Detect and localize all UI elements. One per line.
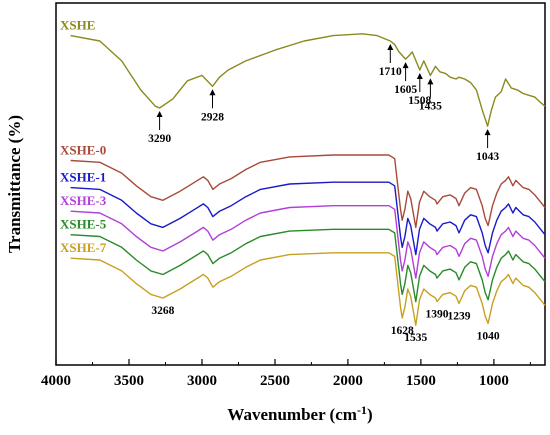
annotation-label-1710: 1710: [379, 66, 402, 78]
annotation-arrowhead-1710: [387, 44, 394, 50]
series-layer: [70, 33, 546, 326]
x-axis-label: Wavenumber (cm-1): [227, 403, 372, 424]
series-label-xshe-1: XSHE-1: [60, 170, 106, 185]
annotation-label-1628: 1628: [391, 325, 414, 337]
series-line-xshe-5: [70, 228, 546, 303]
x-tick-label-3000: 3000: [187, 373, 217, 389]
plot-frame: [55, 2, 546, 366]
x-tick-label-2500: 2500: [260, 373, 290, 389]
x-tick-label-4000: 4000: [41, 373, 71, 389]
annotation-label-3268: 3268: [151, 305, 174, 317]
x-tick-label-1000: 1000: [479, 373, 509, 389]
x-tick-label-3500: 3500: [114, 373, 144, 389]
series-label-xshe-7: XSHE-7: [60, 240, 107, 255]
series-line-xshe-0: [70, 154, 546, 229]
series-label-xshe: XSHE: [60, 18, 95, 33]
series-label-xshe-0: XSHE-0: [60, 143, 106, 158]
annotation-label-1435: 1435: [419, 100, 442, 112]
series-label-xshe-5: XSHE-5: [60, 217, 107, 232]
annotation-label-3290: 3290: [148, 133, 171, 145]
annotation-arrowhead-1508: [416, 73, 423, 79]
annotation-label-1508: 1508: [408, 95, 431, 107]
plot-border: [55, 2, 546, 366]
x-axis-label-main: Wavenumber (cm: [227, 405, 357, 424]
x-axis-label-tail: ): [367, 405, 373, 424]
annotation-label-1390: 1390: [426, 309, 449, 321]
annotation-arrowhead-1605: [402, 62, 409, 69]
y-axis-label: Transmittance (%): [5, 115, 24, 253]
x-tick-label-2000: 2000: [333, 373, 363, 389]
series-label-layer: XSHE XSHE-0 XSHE-1 XSHE-3 XSHE-5 XSHE-7: [60, 18, 107, 256]
series-line-xshe-3: [70, 205, 546, 279]
series-line-xshe: [70, 33, 546, 127]
annotation-arrowhead-2928: [209, 89, 216, 96]
annotation-label-1239: 1239: [448, 311, 471, 323]
annotation-arrowhead-1435: [427, 78, 434, 85]
annotation-label-2928: 2928: [201, 111, 224, 123]
annotation-label-1043: 1043: [476, 151, 499, 163]
annotation-arrowhead-1043: [484, 129, 491, 136]
annotation-label-1040: 1040: [477, 330, 500, 342]
x-axis-label-superscript: -1: [357, 403, 367, 417]
annotation-arrowhead-3290: [156, 111, 163, 117]
series-line-xshe-7: [70, 252, 546, 326]
x-tick-layer: 4000 3500 3000 2500 2000 1500 1000: [41, 359, 531, 389]
annotation-label-1605: 1605: [394, 84, 417, 96]
annotation-label-1535: 1535: [404, 332, 427, 344]
series-label-xshe-3: XSHE-3: [60, 193, 107, 208]
series-line-xshe-1: [70, 181, 546, 256]
x-tick-label-1500: 1500: [406, 373, 436, 389]
